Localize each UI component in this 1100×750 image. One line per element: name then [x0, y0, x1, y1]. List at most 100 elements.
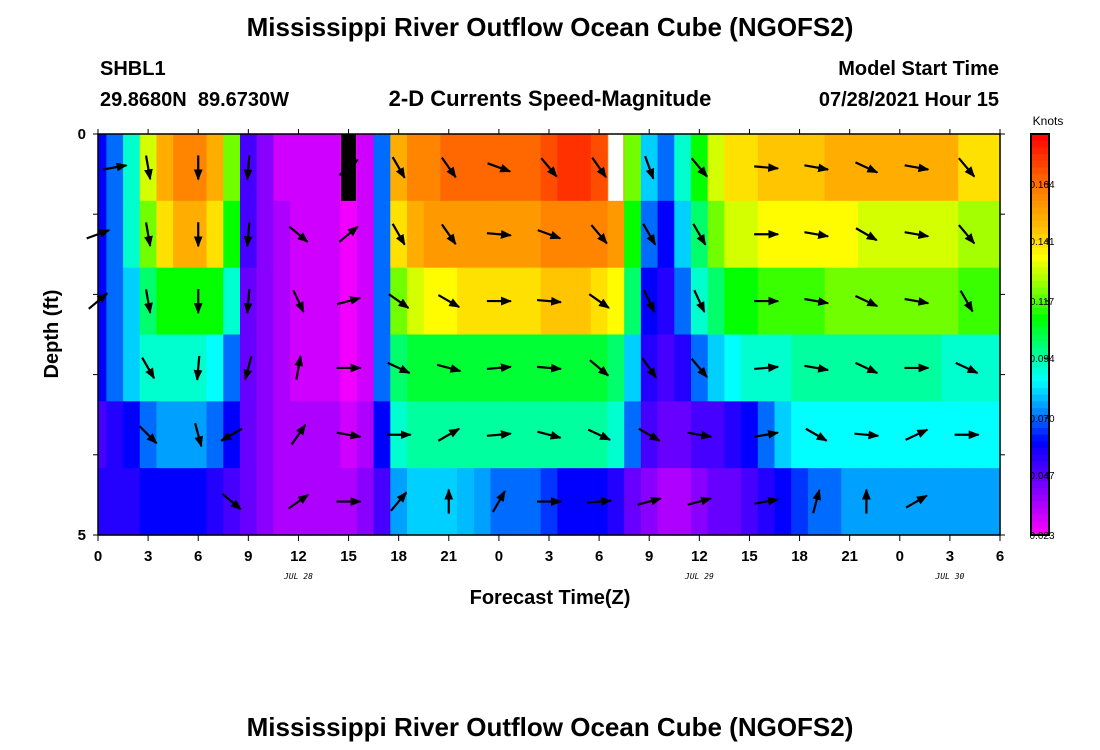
current-arrow: [436, 363, 462, 373]
heatmap-cell: [273, 334, 291, 402]
current-arrow: [536, 296, 563, 306]
x-tick-label: 0: [94, 548, 102, 565]
colorbar-segment: [1031, 327, 1049, 336]
y-tick-label: 0: [78, 126, 86, 143]
heatmap-cell: [841, 401, 859, 469]
heatmap-cell: [657, 267, 675, 336]
colorbar-segment: [1031, 260, 1049, 269]
date-labels: JUL 28 JUL 29 JUL 30: [283, 572, 965, 581]
heatmap-cell: [724, 267, 742, 336]
heatmap-cell: [707, 401, 725, 469]
heatmap-cell: [657, 334, 675, 402]
colorbar-segment: [1031, 374, 1049, 382]
heatmap-cell: [841, 200, 859, 269]
date-label: JUL 29: [684, 572, 714, 581]
heatmap-cell: [156, 267, 174, 336]
current-arrow: [904, 163, 930, 173]
heatmap-cell: [306, 200, 325, 269]
heatmap-cell: [223, 334, 241, 402]
heatmap-cell: [423, 200, 442, 269]
current-arrow: [693, 289, 706, 313]
current-arrow: [690, 358, 708, 378]
heatmap-cell: [924, 134, 943, 202]
current-arrow: [388, 293, 410, 309]
colorbar-tick-label: 0.164: [1029, 180, 1054, 191]
heatmap-cell: [306, 334, 325, 402]
heatmap-cell: [306, 134, 325, 202]
heatmap-cell: [423, 134, 442, 202]
colorbar-segment: [1031, 240, 1049, 249]
current-arrow: [754, 363, 780, 373]
heatmap-cell: [624, 267, 642, 336]
heatmap-cell: [256, 134, 274, 202]
x-tick-label: 21: [841, 548, 858, 565]
heatmap-cell: [423, 334, 442, 402]
current-arrow: [138, 425, 158, 445]
heatmap-cell: [974, 134, 993, 202]
heatmap-cell: [874, 200, 893, 269]
current-arrow: [391, 156, 406, 179]
heatmap-cell: [223, 200, 241, 269]
x-tick-label: 6: [996, 548, 1004, 565]
heatmap-cell: [273, 468, 291, 536]
x-tick-label: 15: [340, 548, 357, 565]
heatmap-cell: [173, 200, 191, 269]
current-arrow: [590, 224, 608, 245]
date-label: JUL 30: [934, 572, 964, 581]
heatmap-cell: [674, 134, 692, 202]
heatmap-cell: [123, 134, 141, 202]
colorbar-tick-label: 0.070: [1029, 414, 1054, 425]
colorbar-segment: [1031, 147, 1049, 155]
current-arrow: [959, 290, 974, 313]
current-arrow: [487, 162, 512, 173]
current-arrow: [643, 289, 656, 313]
colorbar-segment: [1031, 521, 1049, 529]
current-arrow: [144, 155, 153, 181]
heatmap-cell: [507, 401, 525, 469]
colorbar-segment: [1031, 347, 1049, 356]
colorbar-tick-label: 0.094: [1029, 354, 1054, 365]
heatmap-cell: [306, 468, 325, 536]
current-arrow: [437, 427, 461, 442]
heatmap-cell: [707, 334, 725, 402]
heatmap-cell: [356, 334, 375, 402]
current-arrow: [855, 295, 879, 308]
heatmap-cell: [323, 468, 341, 536]
heatmap-cell: [256, 267, 274, 336]
heatmap-cell: [924, 267, 943, 336]
heatmap-cell: [223, 134, 241, 202]
colorbar-segment: [1031, 287, 1049, 295]
x-tick-label: 3: [545, 548, 553, 565]
heatmap-cell: [173, 468, 191, 536]
current-arrow: [243, 356, 253, 381]
colorbar-segment: [1031, 434, 1049, 443]
current-arrow: [905, 428, 929, 441]
colorbar-segment: [1031, 207, 1049, 215]
model-start-label: Model Start Time: [838, 58, 999, 80]
heatmap-cell: [724, 468, 742, 536]
heatmap-cell: [991, 134, 1001, 202]
heatmap-cell: [223, 267, 241, 336]
current-arrow: [754, 163, 780, 172]
colorbar-segment: [1031, 401, 1049, 409]
heatmap-cell: [991, 267, 1001, 336]
colorbar-segment: [1031, 381, 1049, 389]
heatmap-cell: [123, 468, 141, 536]
heatmap-cell: [123, 200, 141, 269]
heatmap-cell: [941, 267, 959, 336]
colorbar-tick-label: 0.141: [1029, 237, 1054, 248]
heatmap-cell: [557, 134, 575, 202]
heatmap-cell: [523, 334, 542, 402]
heatmap-cell: [206, 134, 224, 202]
heatmap-cell: [824, 200, 842, 269]
current-arrow: [591, 156, 607, 179]
heatmap-cell: [941, 334, 959, 402]
heatmap-cell: [356, 468, 375, 536]
heatmap-cell: [323, 200, 341, 269]
heatmap-cell: [657, 200, 675, 269]
x-tick-label: 12: [290, 548, 307, 565]
heatmap-cells: [98, 134, 1001, 536]
heatmap-cell: [523, 468, 542, 536]
heatmap-cell: [523, 267, 542, 336]
colorbar-tick-label: 0.047: [1029, 471, 1054, 482]
